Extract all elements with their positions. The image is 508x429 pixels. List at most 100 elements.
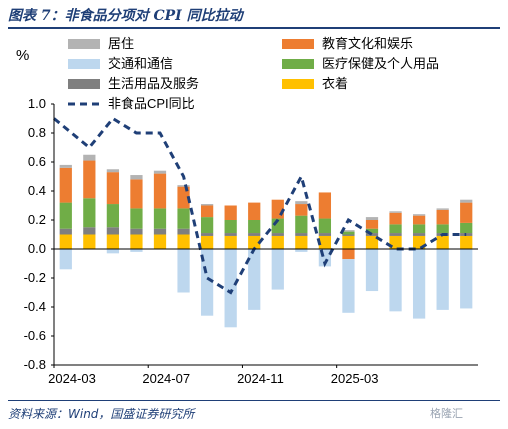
bar-medical bbox=[130, 208, 143, 229]
bar-housing bbox=[342, 230, 355, 232]
watermark: 格隆汇 bbox=[430, 407, 463, 420]
bar-education bbox=[106, 172, 120, 205]
bar-transport bbox=[224, 249, 237, 328]
bar-education bbox=[318, 192, 332, 219]
bar-medical bbox=[106, 204, 120, 228]
bar-daily bbox=[224, 233, 237, 236]
bar-transport bbox=[342, 259, 355, 313]
bar-daily bbox=[83, 227, 96, 235]
bar-medical bbox=[365, 228, 379, 234]
bar-housing bbox=[130, 175, 143, 180]
bar-housing bbox=[436, 208, 449, 210]
y-tick-label: -0.8 bbox=[24, 357, 46, 372]
bar-education bbox=[342, 249, 355, 260]
bar-daily bbox=[412, 233, 426, 236]
bar-daily bbox=[342, 234, 355, 236]
footer-divider bbox=[8, 400, 500, 401]
bar-daily bbox=[153, 228, 167, 235]
bar-daily bbox=[177, 228, 190, 235]
bar-transport bbox=[365, 249, 379, 292]
bar-housing bbox=[177, 185, 190, 187]
bar-daily bbox=[318, 233, 332, 236]
bar-housing bbox=[83, 154, 96, 161]
bar-education bbox=[177, 186, 190, 209]
y-tick-label: 0.6 bbox=[28, 154, 46, 169]
bar-daily bbox=[248, 233, 261, 236]
bar-transport bbox=[389, 249, 402, 312]
bar-daily bbox=[200, 233, 214, 236]
bar-daily bbox=[271, 233, 284, 236]
bar-housing bbox=[389, 211, 402, 213]
bar-education bbox=[59, 167, 72, 203]
y-tick-label: -0.6 bbox=[24, 328, 46, 343]
bar-transport bbox=[200, 249, 214, 316]
bar-medical bbox=[412, 224, 426, 234]
bar-clothing bbox=[436, 235, 449, 249]
x-tick-label: 2024-11 bbox=[237, 371, 284, 386]
bar-education bbox=[295, 204, 308, 216]
bar-medical bbox=[295, 215, 308, 234]
bar-clothing bbox=[153, 234, 167, 249]
legend-label-medical: 医疗保健及个人用品 bbox=[322, 56, 439, 71]
legend-label-transport: 交通和通信 bbox=[108, 56, 173, 71]
chart-title: 图表 7：非食品分项对 CPI 同比拉动 bbox=[8, 8, 243, 24]
x-tick-label: 2025-03 bbox=[331, 371, 379, 386]
bar-education bbox=[365, 220, 379, 229]
bar-transport bbox=[248, 249, 261, 310]
y-axis-unit: % bbox=[16, 47, 29, 64]
bar-education bbox=[460, 202, 473, 223]
bar-clothing bbox=[295, 235, 308, 249]
bar-clothing bbox=[460, 235, 473, 249]
y-tick-label: 0.0 bbox=[28, 241, 46, 256]
bar-medical bbox=[460, 222, 473, 234]
legend-label-clothing: 衣着 bbox=[322, 76, 348, 91]
bar-medical bbox=[389, 224, 402, 234]
bar-transport bbox=[59, 249, 72, 270]
bar-daily bbox=[130, 228, 143, 235]
legend-label-line: 非食品CPI同比 bbox=[108, 96, 195, 111]
bar-medical bbox=[436, 224, 449, 234]
bar-medical bbox=[342, 231, 355, 235]
bar-transport bbox=[271, 249, 284, 290]
y-tick-label: 0.2 bbox=[28, 212, 46, 227]
y-tick-label: 0.8 bbox=[28, 125, 46, 140]
bar-education bbox=[412, 215, 426, 225]
bar-medical bbox=[59, 202, 72, 229]
bar-education bbox=[83, 160, 96, 199]
bar-medical bbox=[248, 220, 261, 234]
bar-transport bbox=[130, 249, 143, 252]
legend-label-education: 教育文化和娱乐 bbox=[322, 36, 413, 51]
x-tick-label: 2024-03 bbox=[48, 371, 96, 386]
legend-swatch-medical bbox=[282, 59, 314, 69]
bar-clothing bbox=[83, 234, 96, 249]
bar-education bbox=[224, 205, 237, 220]
legend-label-daily: 生活用品及服务 bbox=[108, 76, 199, 91]
bar-daily bbox=[295, 233, 308, 236]
y-tick-label: 1.0 bbox=[28, 96, 46, 111]
legend-swatch-clothing bbox=[282, 79, 314, 89]
bar-daily bbox=[59, 228, 72, 235]
bar-clothing bbox=[177, 234, 190, 249]
bar-clothing bbox=[224, 235, 237, 249]
bar-transport bbox=[436, 249, 449, 310]
bar-housing bbox=[200, 204, 214, 206]
legend-swatch-transport bbox=[68, 59, 100, 69]
bar-medical bbox=[224, 220, 237, 234]
y-tick-label: 0.4 bbox=[28, 183, 46, 198]
legend-swatch-housing bbox=[68, 39, 100, 49]
bar-education bbox=[200, 205, 214, 218]
bar-transport bbox=[295, 249, 308, 252]
bar-education bbox=[389, 212, 402, 225]
bar-daily bbox=[460, 233, 473, 236]
chart-header: 图表 7：非食品分项对 CPI 同比拉动 bbox=[0, 0, 508, 30]
bar-clothing bbox=[130, 234, 143, 249]
title-divider bbox=[8, 27, 500, 29]
bar-transport bbox=[412, 249, 426, 319]
bar-clothing bbox=[106, 234, 120, 249]
legend-swatch-daily bbox=[68, 79, 100, 89]
bar-education bbox=[248, 202, 261, 220]
bar-housing bbox=[460, 199, 473, 203]
bar-clothing bbox=[318, 235, 332, 249]
bar-medical bbox=[83, 198, 96, 228]
bar-clothing bbox=[59, 234, 72, 249]
